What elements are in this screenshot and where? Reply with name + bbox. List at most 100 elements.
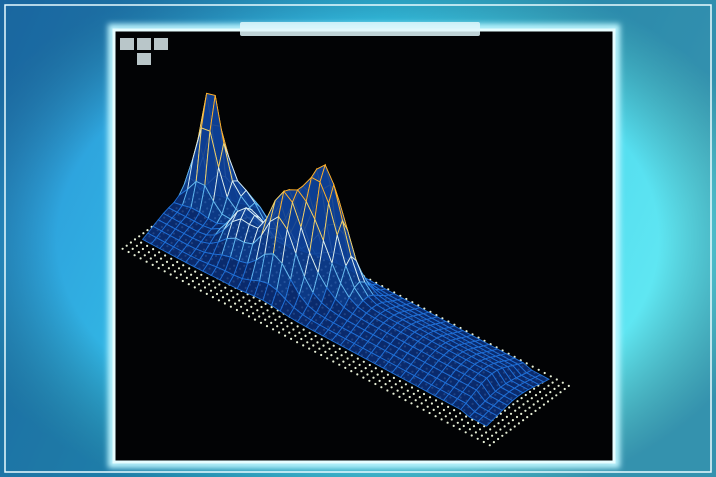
floor-dot [441,418,443,420]
floor-dot [521,397,523,399]
floor-dot [160,258,162,260]
page: (() => { const g = document.getElementBy… [0,0,716,477]
floor-dot [389,380,391,382]
floor-dot [538,369,540,371]
floor-dot [182,280,184,282]
floor-dot [516,400,518,402]
floor-dot [265,303,267,305]
floor-dot [300,338,302,340]
floor-dot [537,400,539,402]
floor-dot [158,267,160,269]
floor-dot [176,261,178,263]
floor-dot [210,290,212,292]
floor-dot [419,396,421,398]
floor-dot [144,254,146,256]
floor-dot [493,425,495,427]
control-button[interactable] [137,38,151,50]
floor-dot [332,360,334,362]
floor-dot [228,299,230,301]
floor-dot [372,377,374,379]
floor-dot [356,373,358,375]
floor-dot [539,407,541,409]
control-button[interactable] [137,53,151,65]
floor-dot [206,293,208,295]
floor-dot [306,341,308,343]
floor-dot [298,332,300,334]
floor-dot [465,415,467,417]
floor-dot [310,338,312,340]
floor-dot [522,403,524,405]
floor-dot [369,364,371,366]
floor-dot [230,290,232,292]
floor-dot [186,277,188,279]
floor-dot [248,300,250,302]
floor-dot [497,422,499,424]
floor-dot [453,409,455,411]
floor-dot [134,238,136,240]
floor-dot [445,415,447,417]
floor-dot [146,245,148,247]
floor-dot [290,338,292,340]
floor-dot [508,406,510,408]
floor-dot [481,435,483,437]
floor-dot [533,388,535,390]
floor-dot [541,397,543,399]
floor-dot [246,309,248,311]
floor-dot [259,300,261,302]
floor-dot [140,242,142,244]
floor-dot [473,425,475,427]
floor-dot [562,382,564,384]
floor-dot [342,361,344,363]
floor-dot [190,274,192,276]
floor-dot [192,280,194,282]
floor-dot [204,286,206,288]
floor-dot [142,232,144,234]
floor-dot [512,403,514,405]
control-button[interactable] [120,38,134,50]
floor-dot [216,293,218,295]
floor-dot [393,377,395,379]
floor-dot [391,386,393,388]
floor-dot [416,406,418,408]
floor-dot [469,428,471,430]
floor-dot [485,431,487,433]
floor-dot [335,351,337,353]
floor-dot [362,377,364,379]
floor-dot [379,380,381,382]
floor-dot [510,413,512,415]
floor-dot [284,335,286,337]
floor-dot [348,364,350,366]
floor-dot [443,409,445,411]
floor-dot [274,319,276,321]
floor-dot [222,296,224,298]
floor-dot [518,407,520,409]
floor-dot [140,257,142,259]
floor-dot [386,389,388,391]
floor-dot [359,364,361,366]
floor-dot [375,367,377,369]
floor-dot [526,362,528,364]
floor-dot [236,293,238,295]
floor-dot [214,287,216,289]
floor-dot [463,425,465,427]
floor-dot [316,341,318,343]
floor-dot [194,271,196,273]
floor-dot [437,406,439,408]
floor-dot [449,412,451,414]
floor-dot [278,316,280,318]
floor-dot [270,322,272,324]
floor-dot [547,400,549,402]
floor-dot [477,438,479,440]
floor-dot [166,261,168,263]
floor-dot [344,367,346,369]
floor-dot [553,388,555,390]
floor-dot [230,306,232,308]
floor-dot [489,444,491,446]
floor-dot [526,416,528,418]
floor-dot [272,328,274,330]
floor-dot [288,332,290,334]
floor-dot [413,393,415,395]
floor-dot [411,386,413,388]
control-button[interactable] [154,38,168,50]
floor-dot [134,254,136,256]
